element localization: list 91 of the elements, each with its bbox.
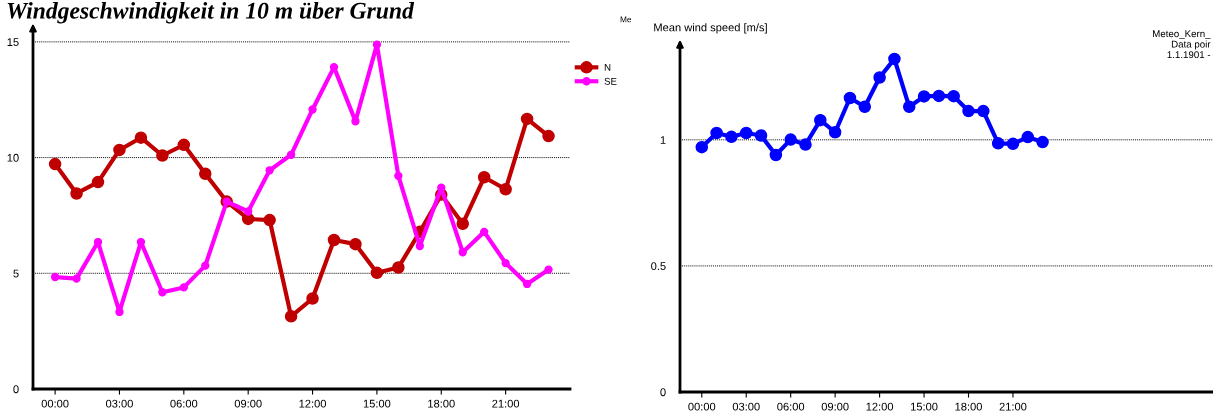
point bbox=[179, 283, 188, 292]
legend-label: N bbox=[604, 64, 611, 71]
point bbox=[739, 126, 753, 140]
point bbox=[349, 237, 362, 251]
legend-label: SE bbox=[604, 77, 617, 85]
point bbox=[932, 89, 946, 103]
point bbox=[710, 126, 723, 140]
x-tick-label: 21:00 bbox=[492, 399, 520, 408]
y-tick-label: 15 bbox=[7, 38, 19, 47]
point bbox=[177, 138, 191, 152]
point bbox=[977, 104, 990, 118]
x-tick-label: 15:00 bbox=[911, 402, 938, 411]
point bbox=[394, 171, 403, 181]
point bbox=[991, 137, 1005, 150]
point bbox=[1021, 130, 1035, 144]
point bbox=[814, 113, 827, 127]
x-tick-label: 03:00 bbox=[105, 399, 133, 408]
point bbox=[50, 272, 60, 282]
point bbox=[392, 261, 405, 274]
chart-title: Windgeschwindigkeit in 10 m über Grund bbox=[7, 2, 415, 24]
point bbox=[542, 129, 555, 143]
x-tick-label: 06:00 bbox=[170, 399, 198, 408]
point bbox=[769, 148, 783, 162]
point bbox=[480, 227, 489, 237]
x-tick-label: 06:00 bbox=[777, 402, 805, 411]
point bbox=[828, 126, 842, 139]
text: Me bbox=[620, 16, 632, 23]
point bbox=[91, 175, 105, 189]
point bbox=[695, 140, 709, 154]
x-tick-label: 03:00 bbox=[732, 402, 760, 411]
y-tick-label: 5 bbox=[13, 269, 19, 278]
point bbox=[888, 52, 901, 66]
point bbox=[308, 105, 317, 114]
point bbox=[784, 133, 797, 146]
y-axis-title: Mean wind speed [m/s] bbox=[654, 23, 767, 34]
x-tick-label: 15:00 bbox=[363, 399, 391, 408]
point bbox=[134, 131, 148, 144]
point bbox=[456, 217, 469, 231]
point bbox=[947, 89, 960, 103]
point bbox=[199, 167, 212, 181]
point bbox=[265, 166, 274, 175]
point bbox=[1036, 135, 1049, 149]
point bbox=[370, 266, 384, 280]
y-tick-label: 10 bbox=[7, 153, 19, 162]
x-tick-label: 00:00 bbox=[688, 402, 716, 411]
point bbox=[244, 207, 253, 216]
point bbox=[201, 261, 210, 270]
x-tick-label: 21:00 bbox=[999, 402, 1027, 411]
x-tick-label: 12:00 bbox=[299, 399, 327, 408]
point bbox=[1006, 137, 1020, 151]
point bbox=[263, 213, 276, 227]
point bbox=[873, 71, 886, 84]
x-tick-label: 00:00 bbox=[41, 399, 69, 408]
y-tick-label: 0 bbox=[660, 388, 666, 397]
point bbox=[458, 248, 467, 257]
y-tick-label: 0 bbox=[13, 385, 19, 394]
y-tick-label: 0.5 bbox=[651, 262, 666, 271]
point bbox=[499, 183, 512, 196]
point bbox=[477, 171, 491, 184]
point bbox=[351, 117, 360, 126]
point bbox=[48, 157, 62, 171]
x-tick-label: 09:00 bbox=[821, 402, 849, 411]
point bbox=[284, 310, 298, 323]
point bbox=[70, 187, 83, 200]
point bbox=[158, 288, 167, 297]
x-tick-label: 12:00 bbox=[866, 402, 894, 411]
point bbox=[544, 265, 553, 274]
point bbox=[501, 258, 510, 268]
point bbox=[306, 292, 319, 305]
point bbox=[858, 100, 872, 114]
point bbox=[72, 274, 81, 283]
x-tick-label: 18:00 bbox=[428, 399, 455, 408]
point bbox=[113, 143, 126, 157]
y-tick-label: 1 bbox=[660, 136, 666, 144]
point bbox=[754, 129, 768, 142]
x-tick-label: 09:00 bbox=[234, 399, 262, 408]
point bbox=[799, 138, 812, 151]
point bbox=[902, 100, 916, 114]
point bbox=[372, 40, 382, 49]
point bbox=[522, 279, 532, 289]
point bbox=[520, 112, 534, 126]
point bbox=[286, 150, 296, 159]
point bbox=[725, 130, 738, 144]
point bbox=[962, 104, 975, 118]
point bbox=[156, 149, 169, 162]
point bbox=[917, 90, 931, 103]
x-tick-label: 18:00 bbox=[955, 402, 982, 411]
point bbox=[843, 91, 857, 105]
annotation: Meteo_Kern_ Data poir 1.1.1901 - bbox=[1153, 30, 1211, 59]
point bbox=[327, 233, 341, 247]
point bbox=[437, 183, 446, 192]
